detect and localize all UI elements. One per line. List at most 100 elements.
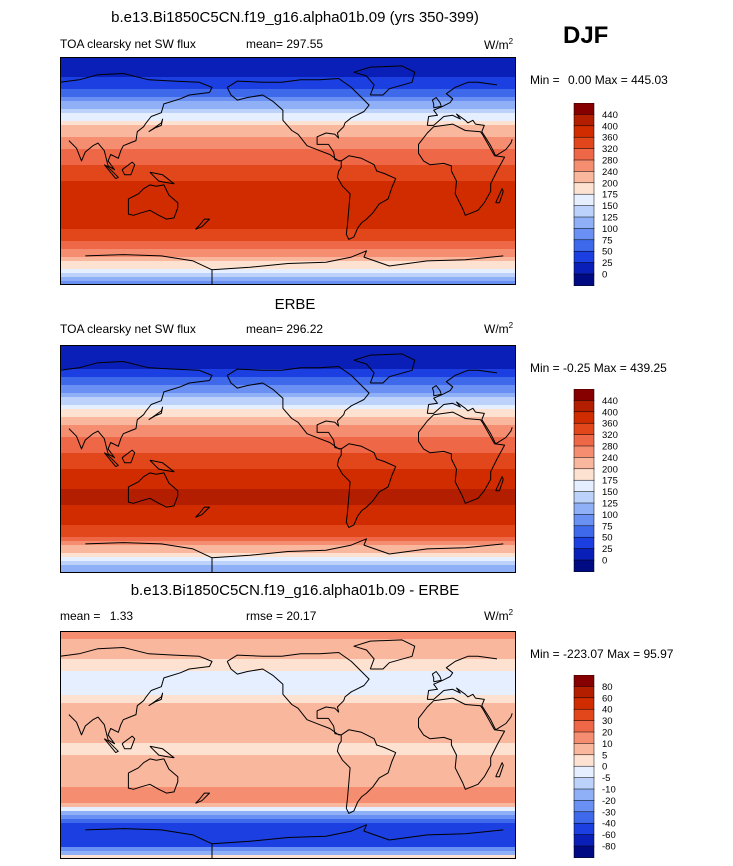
lat-band-47 [60,819,516,824]
coastline-3-0 [336,443,397,528]
panel-1-minmax: Min = 0.00 Max = 445.03 [530,73,668,87]
lat-band-33 [60,763,516,768]
lat-band-53 [60,269,516,274]
lat-band-53 [60,557,516,562]
panel-3-mean: mean = 1.33 [60,609,133,623]
cb2-swatch-8 [573,479,595,493]
lat-band-44 [60,233,516,238]
coastline-12-0 [103,738,119,754]
panel-1-units: W/m2 [484,37,513,52]
lat-band-1 [60,635,516,640]
coastline-0-2 [427,687,513,731]
coastline-0-1 [60,361,213,459]
lat-band-44 [60,521,516,526]
lat-band-14 [60,687,516,692]
lat-band-17 [60,413,516,418]
cb1-swatch-14 [573,262,595,275]
lat-band-5 [60,365,516,370]
lat-band-47 [60,533,516,538]
lat-band-23 [60,723,516,728]
cb1-swatch-12 [573,239,595,252]
coastline-12-0 [103,164,119,180]
lat-band-15 [60,691,516,696]
lat-band-10 [60,385,516,390]
cb3-tick-12: -40 [602,819,616,830]
lat-band-29 [60,461,516,466]
lat-band-38 [60,783,516,788]
lat-band-18 [60,417,516,422]
cb1-swatch-8 [573,193,595,207]
lat-band-35 [60,485,516,490]
lat-band-34 [60,193,516,198]
cb1-swatch-2 [573,125,595,138]
lat-band-43 [60,517,516,522]
lat-band-43 [60,229,516,234]
cb2-tick-9: 125 [602,499,618,510]
coastline-10-0 [195,218,210,230]
lat-band-32 [60,185,516,190]
cb1-swatch-7 [573,182,595,195]
lat-band-48 [60,249,516,254]
coastline-6-1 [85,828,213,859]
lat-band-8 [60,89,516,94]
lat-band-2 [60,639,516,644]
panel-2-title: ERBE [274,296,316,313]
cb1-tick-1: 400 [602,121,618,132]
cb2-tick-13: 25 [602,544,613,555]
lat-band-46 [60,815,516,820]
lat-band-21 [60,141,516,146]
panel-1-frame [60,57,516,285]
lat-band-37 [60,493,516,498]
lat-band-52 [60,839,516,844]
lat-band-24 [60,727,516,732]
lat-band-20 [60,137,516,142]
lat-band-49 [60,827,516,832]
cb1-tick-2: 360 [602,133,618,144]
lat-band-52 [60,265,516,270]
lat-band-33 [60,189,516,194]
lat-band-45 [60,237,516,242]
lat-band-27 [60,453,516,458]
panel-1-title: b.e13.Bi1850C5CN.f19_g16.alpha01b.09 (yr… [111,9,479,26]
lat-band-9 [60,381,516,386]
lat-band-50 [60,831,516,836]
coastline-6-0 [211,538,504,559]
lat-band-19 [60,421,516,426]
cb1-swatch-5 [573,159,595,173]
cb1-swatch-3 [573,136,595,150]
coastline-7-0 [495,476,504,492]
cb1-tick-10: 100 [602,224,618,235]
cb2-tick-7: 175 [602,476,618,487]
season-label: DJF [563,22,609,49]
panel-3-rmse-label: rmse = [246,609,284,623]
lat-band-30 [60,751,516,756]
lat-band-27 [60,739,516,744]
cb3-swatch-0 [573,675,595,688]
lat-band-9 [60,667,516,672]
lat-band-35 [60,771,516,776]
lat-band-12 [60,679,516,684]
cb3-tick-13: -60 [602,830,616,841]
panel-2-minmax: Min = -0.25 Max = 439.25 [530,361,667,375]
lat-band-41 [60,221,516,226]
panel-2-coastlines [60,353,513,573]
coastline-2-0 [226,652,370,736]
cb3-tick-2: 40 [602,705,613,716]
cb3-swatch-13 [573,822,595,836]
coastline-7-0 [495,762,504,778]
lat-band-16 [60,121,516,126]
cb3-tick-4: 20 [602,728,613,739]
lat-band-2 [60,353,516,358]
cb2-swatch-3 [573,422,595,436]
cb3-swatch-1 [573,686,595,699]
lat-band-40 [60,791,516,796]
lat-band-5 [60,651,516,656]
lat-band-32 [60,759,516,764]
lat-band-9 [60,93,516,98]
cb1-swatch-15 [573,273,595,286]
cb1-tick-9: 125 [602,213,618,224]
lat-band-21 [60,715,516,720]
cb3-tick-9: -10 [602,785,616,796]
cb2-swatch-5 [573,445,595,459]
lat-band-47 [60,245,516,250]
